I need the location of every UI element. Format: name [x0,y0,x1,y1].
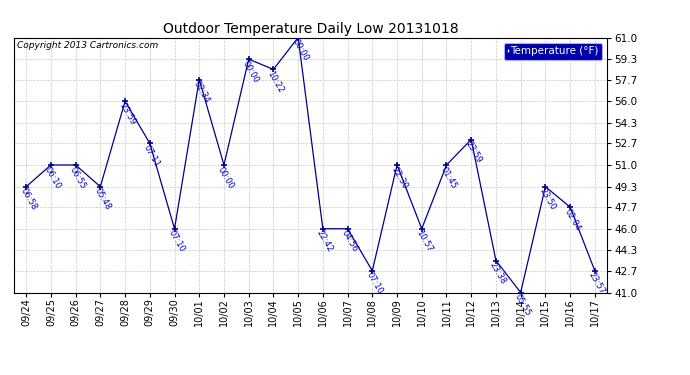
Text: 23:57: 23:57 [587,271,607,296]
Text: 23:59: 23:59 [464,140,483,165]
Text: 22:30: 22:30 [389,165,409,190]
Text: 02:04: 02:04 [562,207,582,232]
Title: Outdoor Temperature Daily Low 20131018: Outdoor Temperature Daily Low 20131018 [163,22,458,36]
Text: 02:34: 02:34 [191,80,211,105]
Text: 00:00: 00:00 [241,59,261,84]
Text: Copyright 2013 Cartronics.com: Copyright 2013 Cartronics.com [17,41,158,50]
Text: 01:45: 01:45 [439,165,458,190]
Text: 06:55: 06:55 [68,165,88,190]
Text: 07:11: 07:11 [142,143,161,168]
Legend: Temperature (°F): Temperature (°F) [504,43,602,60]
Text: 05:55: 05:55 [513,292,533,318]
Text: 06:10: 06:10 [43,165,63,190]
Text: 22:42: 22:42 [315,229,335,254]
Text: 10:57: 10:57 [414,229,434,254]
Text: 23:38: 23:38 [488,261,508,286]
Text: 00:00: 00:00 [216,165,236,190]
Text: 05:48: 05:48 [92,187,112,212]
Text: 23:50: 23:50 [538,187,558,212]
Text: 07:10: 07:10 [364,271,384,296]
Text: 06:58: 06:58 [19,187,38,212]
Text: 00:00: 00:00 [290,38,310,63]
Text: 10:22: 10:22 [266,69,285,94]
Text: 23:59: 23:59 [117,101,137,126]
Text: 07:10: 07:10 [167,229,186,254]
Text: 04:56: 04:56 [339,229,359,254]
